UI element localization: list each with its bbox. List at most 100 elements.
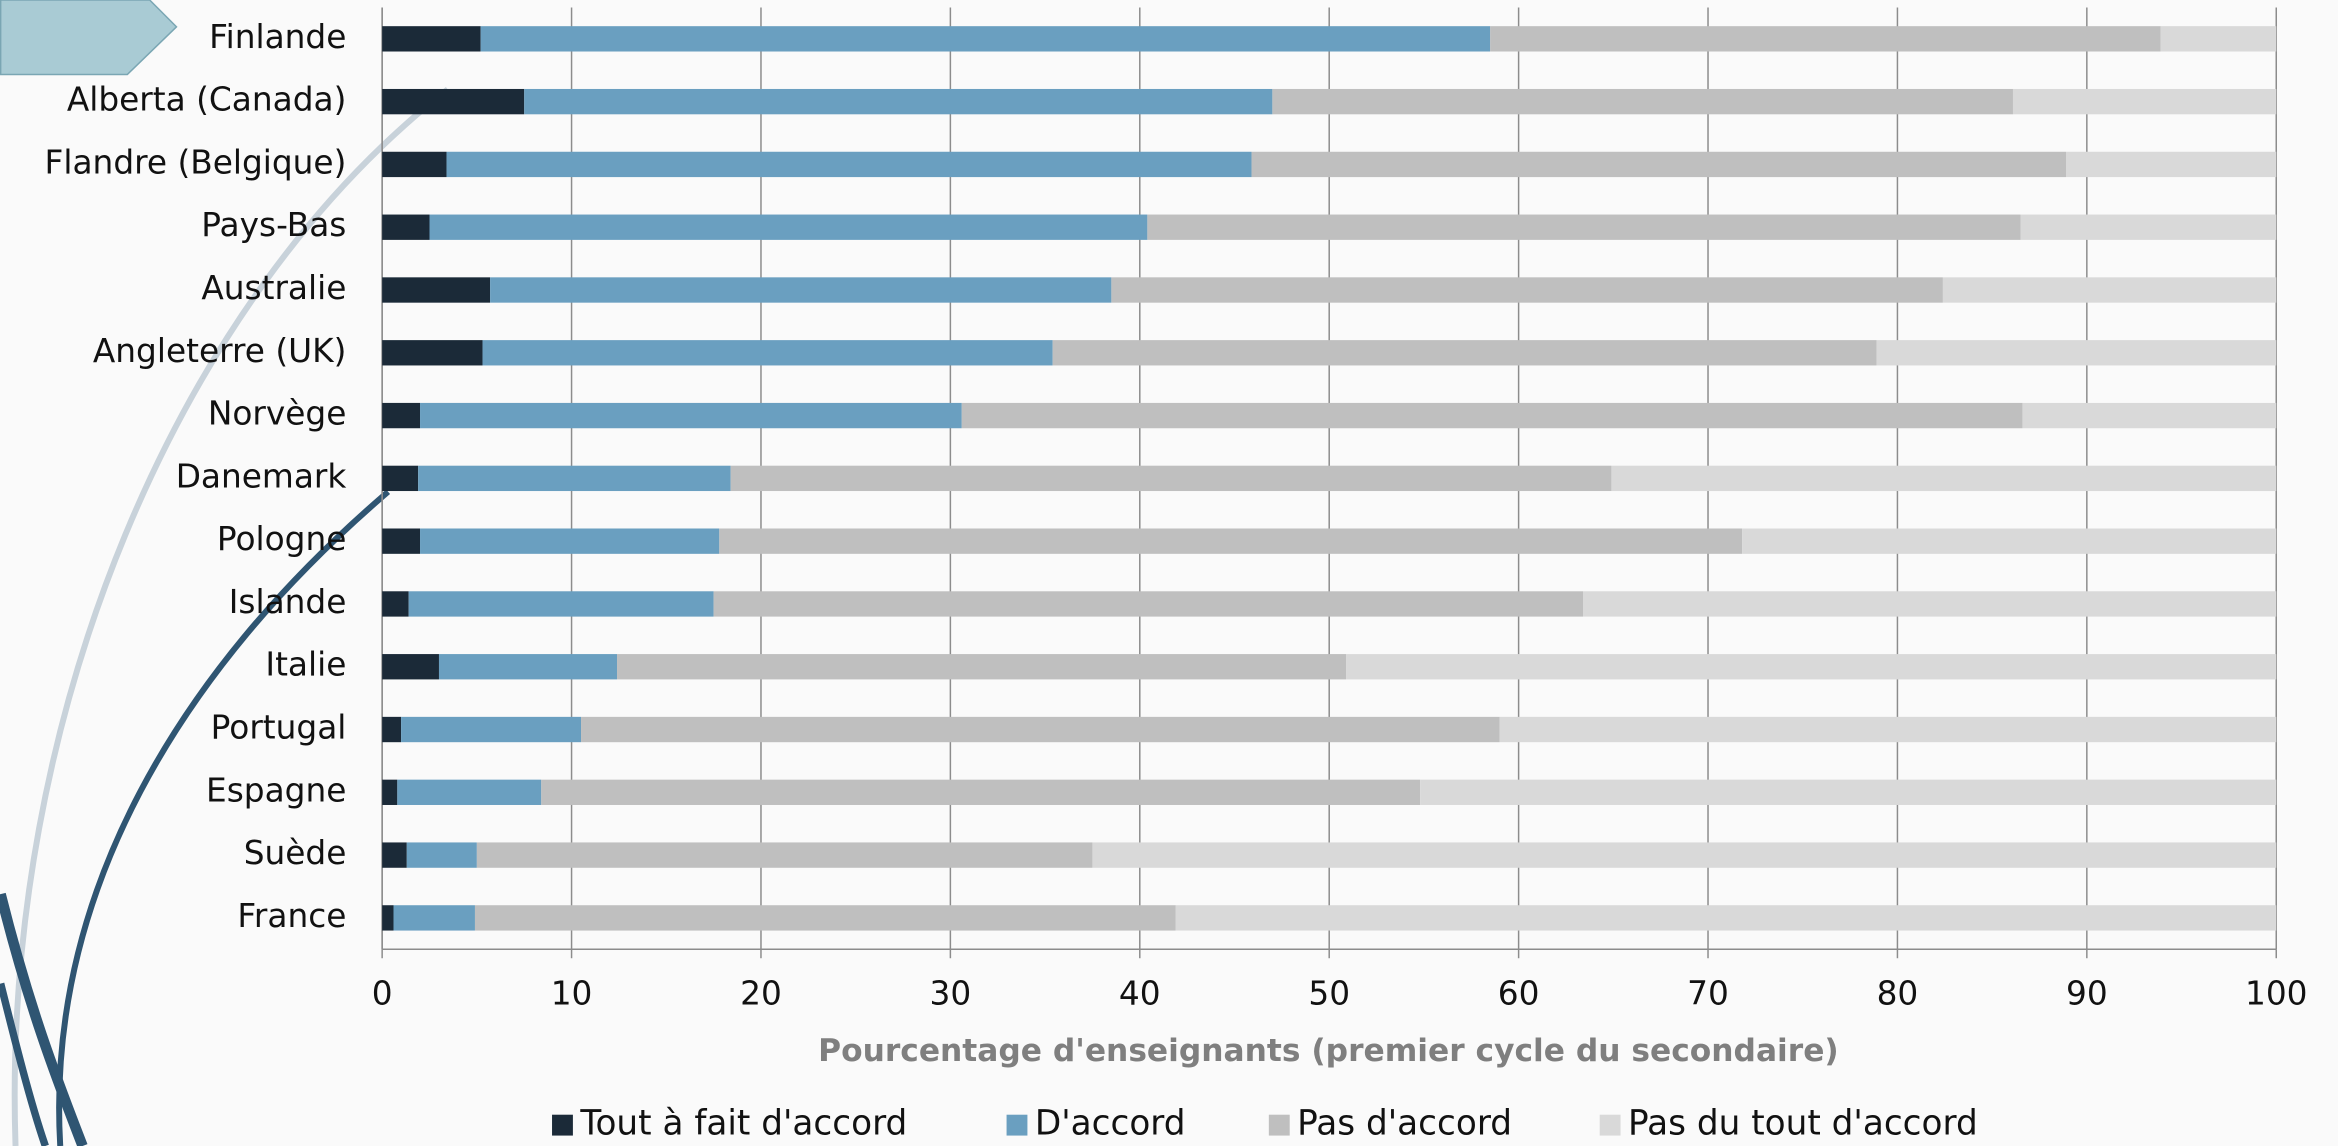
bar-segment [490, 277, 1112, 303]
bar-segment [408, 591, 714, 617]
bar-segment [418, 465, 731, 492]
bar-segment [420, 402, 962, 429]
bar-segment [1346, 654, 2277, 680]
legend-swatch [1268, 1114, 1290, 1136]
bar-segment [719, 528, 1743, 554]
bar-segment [397, 779, 542, 805]
y-tick-label: Islande [229, 583, 347, 621]
bar-segment [446, 151, 1252, 178]
bar-segment [382, 26, 481, 52]
bar-segment [1052, 340, 1877, 366]
bar-segment [382, 88, 525, 115]
y-tick-label: Alberta (Canada) [67, 81, 347, 119]
bar-segment [1942, 277, 2277, 303]
bar-segment [1111, 277, 1943, 303]
legend-label: Tout à fait d'accord [579, 1104, 907, 1144]
y-tick-label: Australie [201, 269, 346, 307]
x-tick-label: 10 [551, 974, 593, 1012]
bar-segment [382, 779, 398, 805]
curve [56, 489, 391, 1146]
bar-segment [393, 905, 475, 931]
legend-label: D'accord [1035, 1104, 1186, 1144]
bar-segment [482, 340, 1053, 366]
bar-segment [1092, 842, 2277, 868]
x-tick-label: 0 [372, 974, 393, 1012]
bar-segment [480, 26, 1491, 52]
y-tick-label: France [237, 897, 346, 935]
x-tick-label: 20 [740, 974, 782, 1012]
bar-segment [2020, 214, 2277, 240]
bar-segment [1272, 88, 2013, 115]
bar-segment [581, 716, 1500, 743]
bar-segment [382, 842, 407, 868]
bar-segment [524, 88, 1273, 115]
bar-segment [382, 277, 491, 303]
x-axis-title: Pourcentage d'enseignants (premier cycle… [818, 1033, 1839, 1069]
bar-segment [2022, 402, 2277, 429]
bar-segment [1420, 779, 2277, 805]
x-tick-label: 100 [2245, 974, 2308, 1012]
curve [0, 982, 49, 1146]
y-tick-label: Pologne [217, 520, 347, 558]
bar-segment [382, 905, 394, 931]
bar-segment [1147, 214, 2021, 240]
legend-swatch [552, 1114, 573, 1136]
bar-segment [1742, 528, 2277, 554]
bar-segment [1611, 465, 2277, 492]
bar-segment [382, 465, 419, 492]
x-tick-label: 30 [930, 974, 972, 1012]
bar-segment [382, 402, 421, 429]
bar-segment [420, 528, 720, 554]
curve [0, 892, 88, 1146]
x-tick-label: 80 [1877, 974, 1919, 1012]
bar-segment [1490, 26, 2161, 52]
decoration [0, 0, 450, 1146]
x-tick-label: 70 [1687, 974, 1729, 1012]
y-tick-label: Portugal [211, 709, 347, 747]
bar-segment [2160, 26, 2277, 52]
bar-segment [1499, 716, 2277, 743]
corner-tab [0, 0, 178, 76]
legend-label: Pas d'accord [1297, 1104, 1512, 1144]
bar-segment [474, 905, 1176, 931]
bar-segment [541, 779, 1421, 805]
y-tick-label: Suède [244, 834, 347, 872]
bar-segment [406, 842, 477, 868]
bar-segment [2012, 88, 2277, 115]
bar-segment [382, 716, 402, 743]
bar-segment [961, 402, 2023, 429]
y-tick-label: Danemark [176, 457, 347, 495]
bar-segment [382, 528, 421, 554]
y-tick-label: Pays-Bas [201, 206, 346, 244]
y-tick-label: Angleterre (UK) [93, 332, 347, 370]
y-tick-label: Flandre (Belgique) [45, 143, 347, 181]
bar-segment [382, 654, 439, 680]
bar-segment [438, 654, 618, 680]
bar-segment [429, 214, 1148, 240]
bar-segment [1583, 591, 2277, 617]
bar-segment [2066, 151, 2277, 178]
bar-segment [1175, 905, 2277, 931]
bar-segment [1876, 340, 2277, 366]
y-tick-label: Norvège [208, 395, 347, 433]
x-tick-label: 50 [1308, 974, 1350, 1012]
bar-segment [730, 465, 1612, 492]
legend-swatch [1006, 1114, 1028, 1136]
bar-segment [382, 214, 430, 240]
bar-segment [1251, 151, 2067, 178]
bar-segment [382, 151, 447, 178]
y-tick-label: Espagne [206, 771, 346, 809]
legend-swatch [1599, 1114, 1621, 1136]
y-tick-label: Italie [265, 646, 346, 684]
bar-segment [476, 842, 1093, 868]
x-tick-label: 90 [2066, 974, 2108, 1012]
y-tick-label: Finlande [209, 18, 346, 56]
x-tick-label: 60 [1498, 974, 1540, 1012]
legend-label: Pas du tout d'accord [1628, 1104, 1978, 1144]
bar-segment [382, 340, 483, 366]
bar-segment [713, 591, 1584, 617]
x-tick-label: 40 [1119, 974, 1161, 1012]
bar-segment [617, 654, 1347, 680]
bar-segment [401, 716, 582, 743]
